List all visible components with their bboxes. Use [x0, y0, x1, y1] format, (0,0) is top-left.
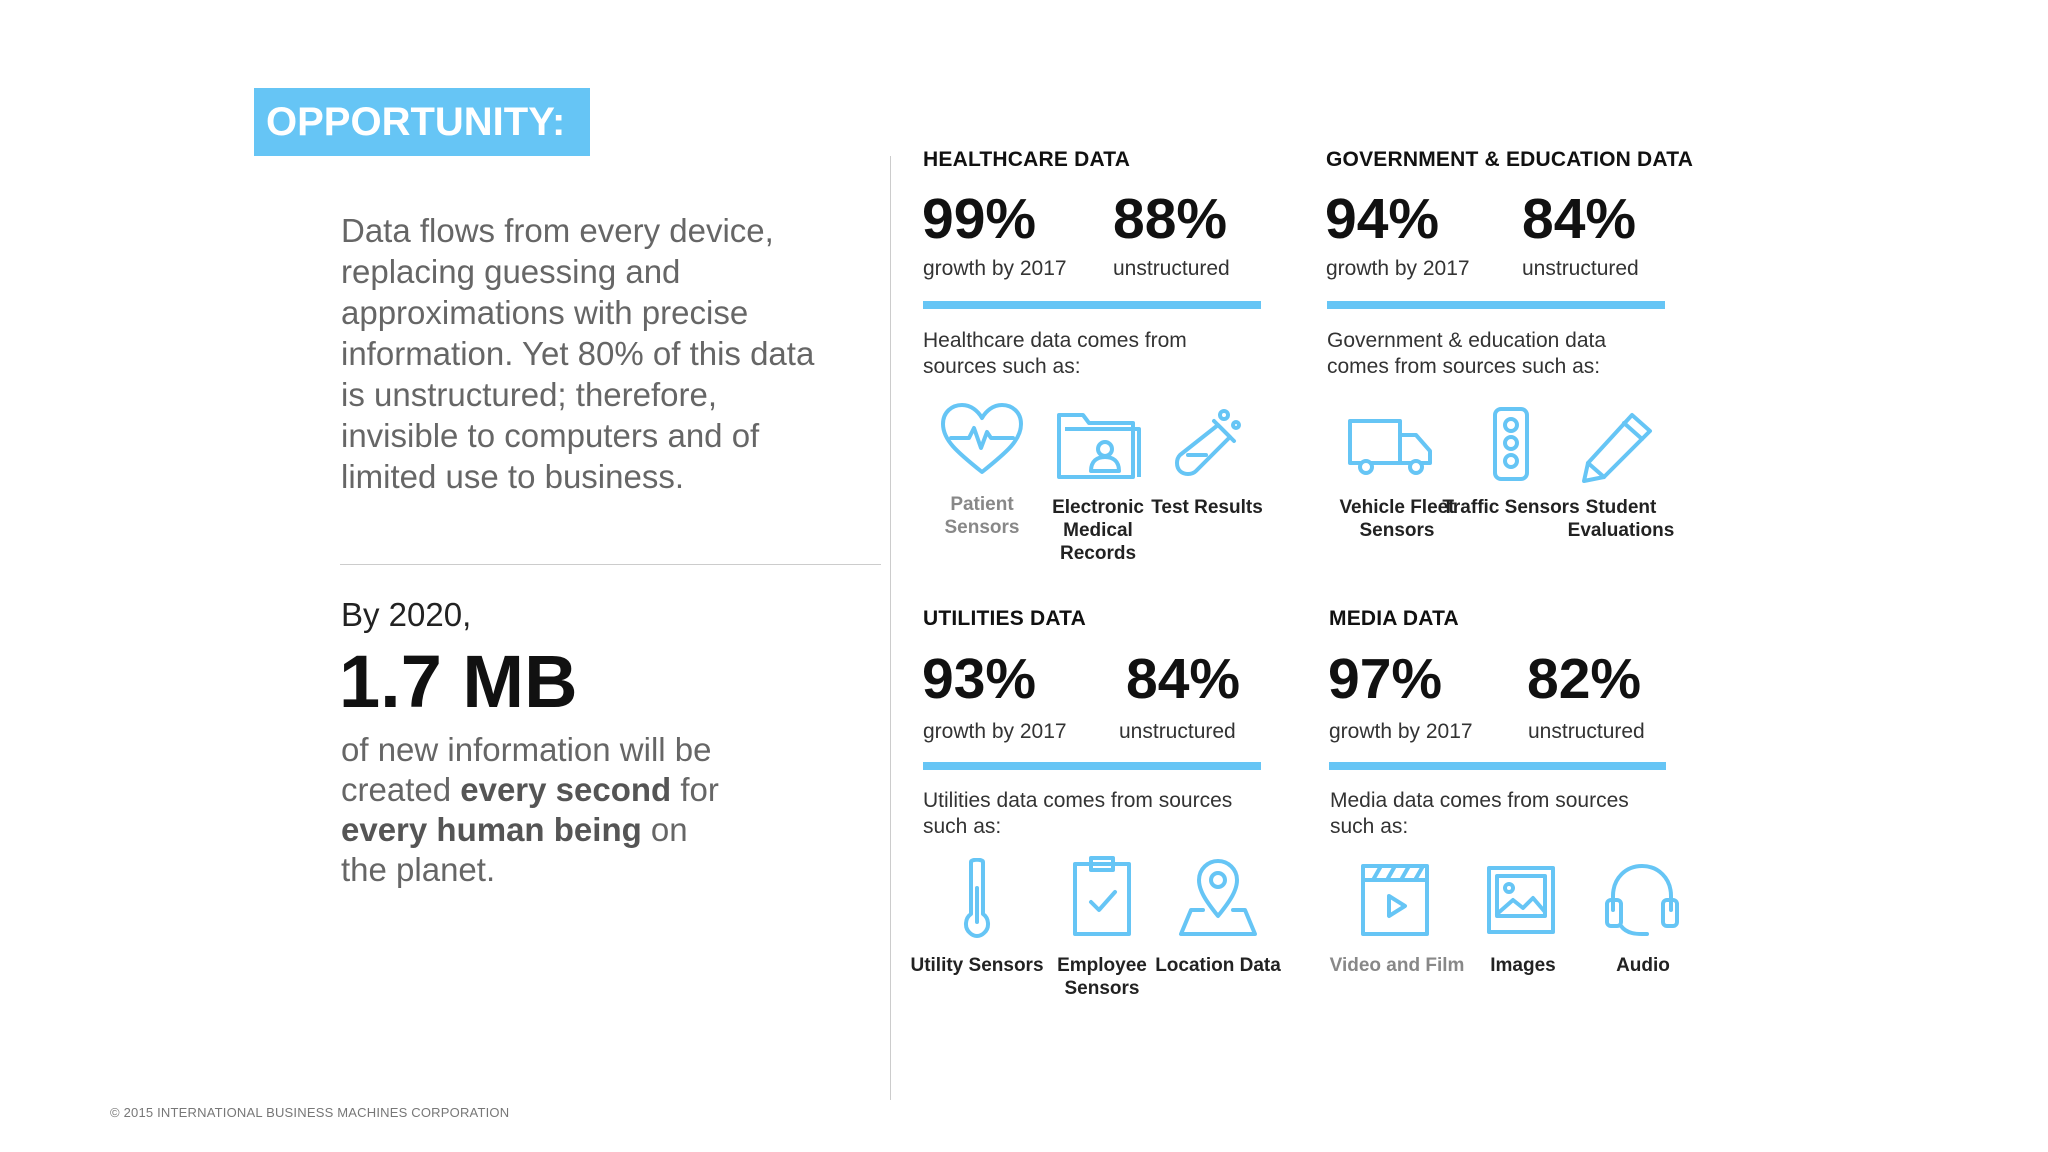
vertical-divider: [890, 156, 891, 1100]
source-label-vehicle-fleet-sensors: Vehicle Fleet Sensors: [1339, 497, 1455, 541]
clipboard-check-icon: [1057, 856, 1147, 936]
government-growth-label: growth by 2017: [1326, 257, 1470, 280]
source-label-employee-sensors: Employee Sensors: [1057, 955, 1147, 999]
media-source-text: Media data comes from sources such as:: [1330, 789, 1629, 838]
source-label-test-results: Test Results: [1151, 497, 1263, 518]
media-accent-bar: [1329, 762, 1666, 770]
government-unstructured-value: 84%: [1522, 187, 1637, 251]
source-label-student-evaluations: Student Evaluations: [1567, 497, 1675, 541]
utilities-unstructured-label: unstructured: [1119, 720, 1236, 743]
copyright-footer: © 2015 INTERNATIONAL BUSINESS MACHINES C…: [110, 1105, 510, 1120]
media-unstructured-value: 82%: [1527, 647, 1642, 711]
stat-desc-emphasis: every second: [460, 771, 672, 808]
media-growth-value: 97%: [1328, 647, 1443, 711]
media-growth-label: growth by 2017: [1329, 720, 1473, 743]
healthcare-growth-label: growth by 2017: [923, 257, 1067, 280]
utilities-title: UTILITIES DATA: [923, 607, 1087, 630]
thermometer-icon: [932, 857, 1022, 938]
healthcare-unstructured-value: 88%: [1113, 187, 1228, 251]
opportunity-badge: OPPORTUNITY:: [254, 88, 590, 156]
stat-desc-part: on the planet.: [341, 811, 688, 888]
media-title: MEDIA DATA: [1329, 607, 1459, 630]
map-pin-icon: [1173, 858, 1263, 938]
source-label-utility-sensors: Utility Sensors: [910, 955, 1044, 976]
utilities-source-text: Utilities data comes from sources such a…: [923, 789, 1233, 838]
test-tube-icon: [1166, 405, 1256, 485]
source-label-images: Images: [1490, 955, 1556, 976]
source-label-location-data: Location Data: [1155, 955, 1281, 976]
heart-pulse-icon: [937, 400, 1027, 480]
utilities-growth-label: growth by 2017: [923, 720, 1067, 743]
clapperboard-icon: [1351, 860, 1441, 940]
image-icon: [1477, 860, 1567, 940]
utilities-unstructured-value: 84%: [1126, 647, 1241, 711]
stat-desc-part: of new information will be created: [341, 731, 712, 808]
source-label-video-and-film: Video and Film: [1329, 955, 1465, 976]
government-title: GOVERNMENT & EDUCATION DATA: [1326, 148, 1694, 171]
stat-value: 1.7 MB: [339, 640, 578, 723]
stat-lead: By 2020,: [341, 596, 472, 633]
healthcare-growth-value: 99%: [922, 187, 1037, 251]
source-label-electronic-medical-records: Electronic Medical Records: [1052, 497, 1144, 564]
government-accent-bar: [1327, 301, 1665, 309]
stat-desc-emphasis: every human being: [341, 811, 642, 848]
truck-icon: [1346, 405, 1436, 485]
intro-paragraph: Data flows from every device, replacing …: [341, 212, 815, 495]
healthcare-unstructured-label: unstructured: [1113, 257, 1230, 280]
pencil-icon: [1576, 405, 1666, 485]
government-source-text: Government & education data comes from s…: [1327, 329, 1607, 378]
healthcare-source-text: Healthcare data comes from sources such …: [923, 329, 1187, 378]
stat-desc-part: for: [671, 771, 719, 808]
healthcare-title: HEALTHCARE DATA: [923, 148, 1131, 171]
horizontal-divider: [340, 564, 881, 565]
healthcare-accent-bar: [923, 301, 1261, 309]
source-label-traffic-sensors: Traffic Sensors: [1442, 497, 1580, 518]
government-growth-value: 94%: [1325, 187, 1440, 251]
media-unstructured-label: unstructured: [1528, 720, 1645, 743]
utilities-accent-bar: [923, 762, 1261, 770]
source-label-patient-sensors: Patient Sensors: [944, 494, 1020, 538]
utilities-growth-value: 93%: [922, 647, 1037, 711]
source-label-audio: Audio: [1616, 955, 1670, 976]
traffic-light-icon: [1466, 405, 1556, 485]
headphones-icon: [1597, 860, 1687, 940]
government-unstructured-label: unstructured: [1522, 257, 1639, 280]
folder-person-icon: [1053, 405, 1143, 485]
stat-description: of new information will be created every…: [341, 730, 741, 890]
